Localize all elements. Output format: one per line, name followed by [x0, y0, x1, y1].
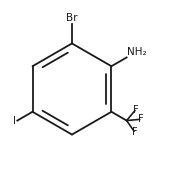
Text: NH₂: NH₂: [127, 47, 147, 57]
Text: Br: Br: [66, 13, 78, 23]
Text: I: I: [13, 116, 16, 125]
Text: F: F: [132, 127, 137, 137]
Text: F: F: [133, 105, 138, 115]
Text: F: F: [138, 114, 143, 124]
